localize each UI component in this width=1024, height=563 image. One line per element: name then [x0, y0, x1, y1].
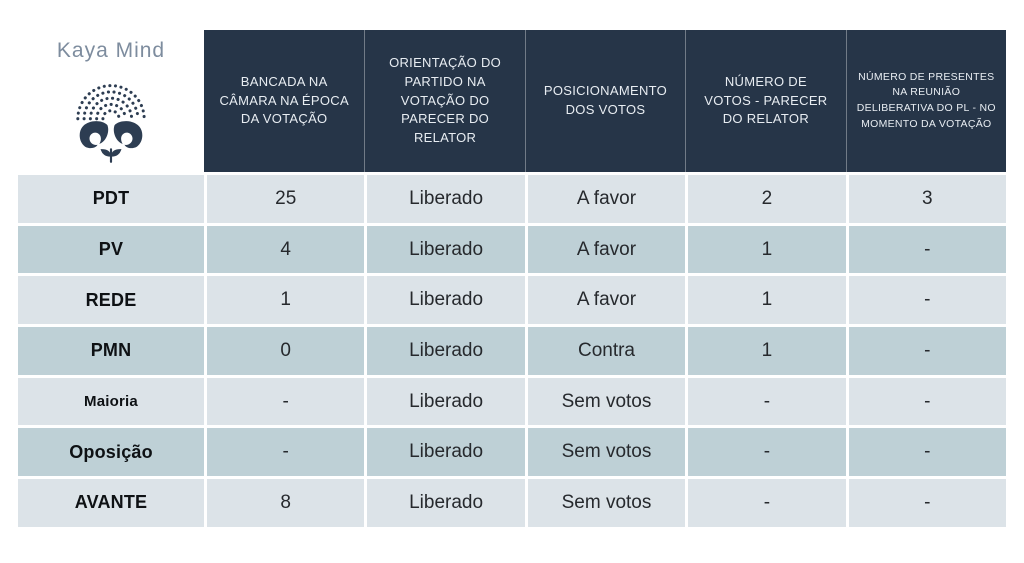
- party-cell: Oposição: [18, 425, 204, 477]
- value-cell: 1: [685, 324, 846, 375]
- value-cell: A favor: [524, 273, 686, 325]
- value-cell: A favor: [524, 222, 686, 274]
- brand-name: Kaya Mind: [56, 39, 166, 62]
- column-header-numero-votos: NÚMERO DE VOTOS - PARECER DO RELATOR: [685, 30, 846, 172]
- party-cell: PV: [18, 222, 204, 274]
- table-header-row: Kaya Mind: [18, 30, 1006, 172]
- value-cell: -: [845, 425, 1006, 477]
- column-header-numero-presentes: NÚMERO DE PRESENTES NA REUNIÃO DELIBERAT…: [845, 30, 1006, 172]
- value-cell: 0: [204, 324, 365, 375]
- party-cell: AVANTE: [18, 476, 204, 527]
- party-cell: PDT: [18, 172, 204, 223]
- value-cell: -: [685, 425, 846, 477]
- kaya-mind-plant-icon: [76, 84, 146, 163]
- column-header-orientacao: ORIENTAÇÃO DO PARTIDO NA VOTAÇÃO DO PARE…: [364, 30, 525, 172]
- value-cell: Liberado: [364, 425, 525, 477]
- value-cell: 1: [204, 273, 365, 325]
- value-cell: Liberado: [364, 324, 525, 375]
- value-cell: -: [204, 374, 365, 426]
- value-cell: -: [845, 476, 1006, 527]
- value-cell: 8: [204, 476, 365, 527]
- value-cell: -: [845, 273, 1006, 325]
- value-cell: Liberado: [364, 374, 525, 426]
- table-body: PDT 25 Liberado A favor 2 3 PV 4 Liberad…: [18, 172, 1006, 527]
- value-cell: -: [845, 222, 1006, 274]
- party-cell: REDE: [18, 273, 204, 325]
- value-cell: 1: [685, 273, 846, 325]
- value-cell: Sem votos: [524, 374, 686, 426]
- value-cell: 25: [204, 172, 365, 223]
- value-cell: 2: [685, 172, 846, 223]
- value-cell: Liberado: [364, 172, 525, 223]
- value-cell: 3: [845, 172, 1006, 223]
- column-header-bancada: BANCADA NA CÂMARA NA ÉPOCA DA VOTAÇÃO: [204, 30, 365, 172]
- value-cell: -: [685, 374, 846, 426]
- brand-logo: Kaya Mind: [18, 30, 204, 172]
- value-cell: -: [845, 324, 1006, 375]
- value-cell: Liberado: [364, 222, 525, 274]
- value-cell: -: [204, 425, 365, 477]
- value-cell: 1: [685, 222, 846, 274]
- column-header-posicionamento: POSICIONAMENTO DOS VOTOS: [524, 30, 686, 172]
- value-cell: A favor: [524, 172, 686, 223]
- party-cell: PMN: [18, 324, 204, 375]
- value-cell: Sem votos: [524, 425, 686, 477]
- party-cell: Maioria: [18, 374, 204, 426]
- value-cell: -: [845, 374, 1006, 426]
- votes-table: Kaya Mind: [18, 30, 1006, 527]
- value-cell: -: [685, 476, 846, 527]
- value-cell: 4: [204, 222, 365, 274]
- value-cell: Contra: [524, 324, 686, 375]
- value-cell: Liberado: [364, 476, 525, 527]
- value-cell: Sem votos: [524, 476, 686, 527]
- value-cell: Liberado: [364, 273, 525, 325]
